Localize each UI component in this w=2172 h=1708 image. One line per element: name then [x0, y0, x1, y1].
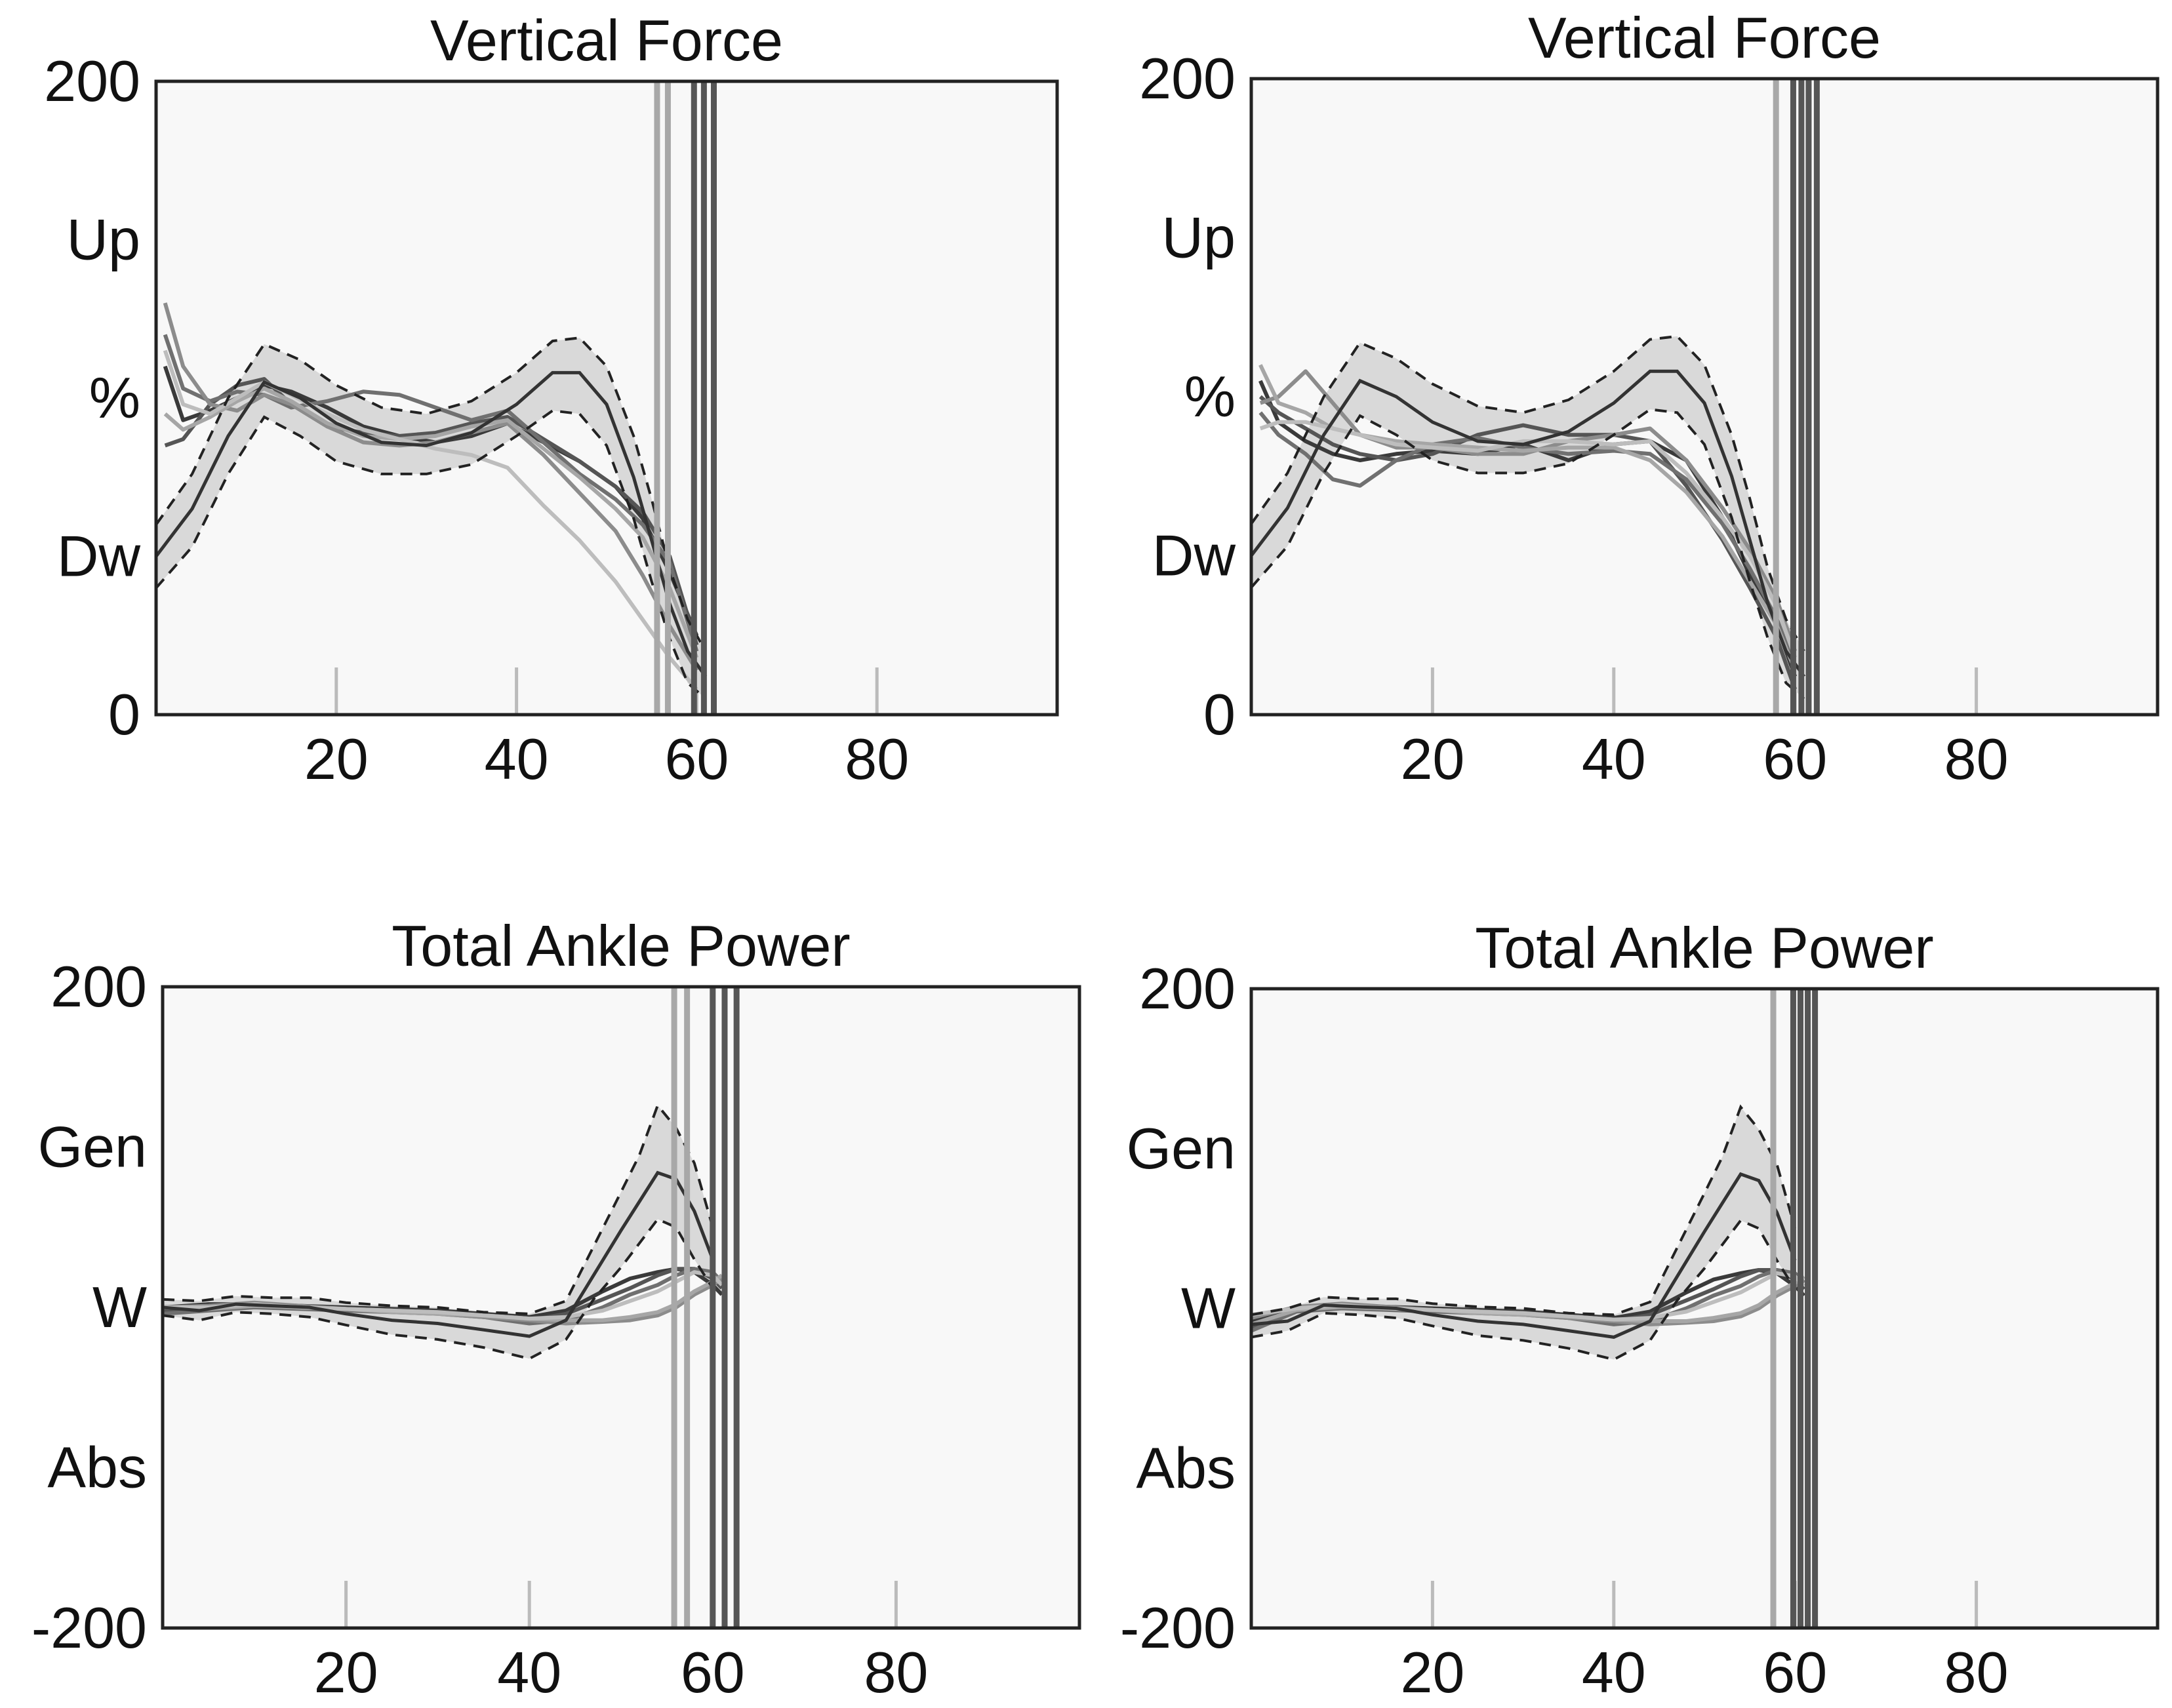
y-tick-label: Up [1162, 205, 1236, 270]
y-tick-label: Dw [57, 524, 141, 589]
x-tick-label: 40 [1582, 1640, 1646, 1705]
chart-title: Vertical Force [1528, 5, 1881, 70]
x-tick-label: 20 [304, 726, 369, 791]
x-tick-label: 60 [1763, 726, 1827, 791]
y-tick-label: -200 [1120, 1595, 1236, 1660]
y-tick-label: % [1184, 364, 1236, 429]
x-tick-label: 20 [1400, 726, 1464, 791]
y-tick-label: Abs [1136, 1435, 1236, 1500]
trial-curve [164, 377, 699, 646]
y-tick-label: 0 [108, 682, 140, 747]
y-tick-label: Gen [38, 1115, 147, 1180]
chart-panel-ap-right: Total Ankle Power -200 Abs W Gen 200 20 40 60 80 [1120, 915, 2160, 1705]
chart-panel-ap-left: Total Ankle Power -200 Abs W Gen 200 20 40 60 80 [31, 913, 1081, 1705]
plot-frame [154, 79, 1059, 717]
trial-curve [163, 334, 699, 652]
normal-upper-line [163, 1102, 714, 1315]
normal-lower-line [1251, 1218, 1796, 1361]
chart-panel-vf-right: Vertical Force 0 Dw% Up 200 20 40 60 80 [1139, 5, 2160, 791]
y-tick-label: Dw [1152, 523, 1236, 588]
plot-frame [161, 985, 1081, 1630]
x-tick-label: 80 [864, 1640, 928, 1705]
normal-band [1251, 336, 1804, 699]
y-tick-label: 200 [1139, 46, 1236, 111]
trial-curve [1258, 364, 1797, 671]
normal-lower-line [1251, 408, 1805, 700]
x-tick-label: 20 [314, 1640, 378, 1705]
normal-lower-line [156, 409, 707, 700]
normal-upper-line [1251, 1104, 1797, 1317]
y-tick-label: W [1181, 1276, 1236, 1341]
y-tick-label: Up [67, 207, 141, 272]
chart-title: Total Ankle Power [1475, 915, 1934, 980]
normal-upper-line [1251, 334, 1805, 652]
plot-content [163, 987, 898, 1628]
y-tick-label: 200 [50, 954, 147, 1019]
plot-content [1251, 989, 1979, 1628]
y-tick-label: % [89, 365, 140, 430]
chart-title: Vertical Force [430, 8, 783, 73]
x-tick-label: 40 [1582, 726, 1646, 791]
x-tick-label: 40 [485, 726, 549, 791]
chart-title: Total Ankle Power [392, 913, 851, 978]
trial-curve [163, 386, 699, 659]
y-tick-label: 200 [1139, 956, 1236, 1021]
y-tick-label: 0 [1203, 682, 1236, 747]
y-tick-label: Abs [47, 1435, 147, 1500]
normal-mean-line [163, 1170, 715, 1338]
trial-curve [1258, 395, 1798, 690]
x-tick-label: 60 [664, 726, 729, 791]
x-tick-label: 80 [845, 726, 909, 791]
normal-mean-line [1251, 1172, 1797, 1339]
x-tick-label: 80 [1944, 1640, 2009, 1705]
x-tick-label: 60 [1763, 1640, 1827, 1705]
y-tick-label: Gen [1127, 1116, 1236, 1181]
chart-panel-vf-left: Vertical Force 0 Dw% Up 200 20 40 60 80 [44, 8, 1059, 791]
plot-content [1251, 79, 1979, 715]
normal-band [156, 338, 706, 699]
plot-content [156, 81, 879, 715]
x-tick-label: 20 [1400, 1640, 1464, 1705]
normal-band [1251, 1107, 1796, 1360]
x-tick-label: 80 [1944, 726, 2009, 791]
plot-frame [1249, 987, 2160, 1630]
y-tick-label: -200 [31, 1595, 147, 1660]
normal-band [163, 1105, 713, 1359]
x-tick-label: 40 [497, 1640, 561, 1705]
normal-mean-line [1251, 369, 1806, 678]
trial-curve [1259, 420, 1798, 658]
y-tick-label: 200 [44, 49, 140, 113]
x-tick-label: 60 [681, 1640, 745, 1705]
y-tick-label: W [92, 1275, 147, 1340]
plot-frame [1249, 77, 2160, 717]
normal-lower-line [163, 1218, 714, 1360]
